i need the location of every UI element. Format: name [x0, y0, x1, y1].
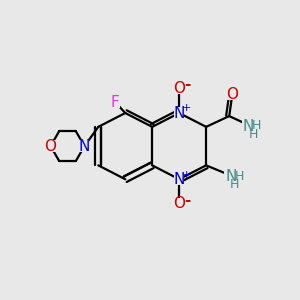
Text: N: N — [79, 139, 90, 154]
Text: O: O — [173, 81, 185, 96]
Text: H: H — [248, 128, 258, 141]
Text: N: N — [173, 172, 185, 187]
FancyBboxPatch shape — [242, 120, 264, 132]
Text: O: O — [226, 87, 238, 102]
Text: N: N — [243, 118, 254, 134]
FancyBboxPatch shape — [174, 198, 184, 210]
Text: H: H — [230, 178, 239, 191]
Text: O: O — [173, 196, 185, 211]
Text: H: H — [235, 169, 244, 183]
FancyBboxPatch shape — [174, 107, 184, 119]
Text: H: H — [252, 119, 262, 132]
FancyBboxPatch shape — [174, 173, 184, 185]
FancyBboxPatch shape — [227, 89, 237, 100]
Text: N: N — [173, 106, 185, 121]
FancyBboxPatch shape — [174, 82, 184, 94]
FancyBboxPatch shape — [80, 140, 89, 152]
Text: -: - — [184, 193, 190, 208]
Text: -: - — [184, 77, 190, 92]
Text: +: + — [182, 103, 191, 113]
FancyBboxPatch shape — [224, 170, 247, 182]
Text: F: F — [111, 95, 120, 110]
FancyBboxPatch shape — [46, 140, 56, 152]
FancyBboxPatch shape — [110, 96, 120, 108]
Text: O: O — [45, 139, 57, 154]
Text: +: + — [182, 169, 191, 180]
Text: N: N — [225, 169, 236, 184]
